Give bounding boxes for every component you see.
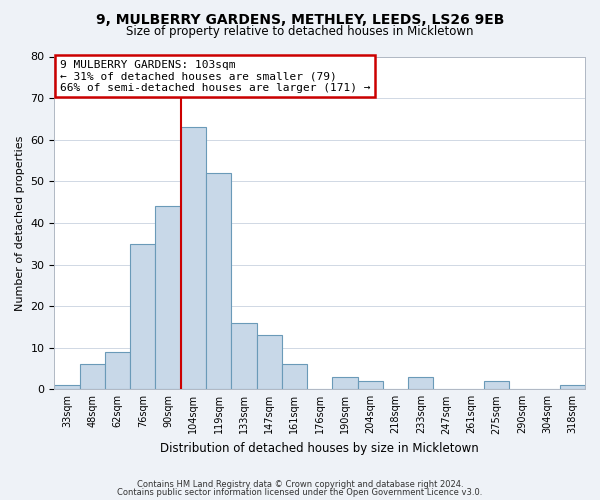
Bar [484,381,509,390]
Text: Size of property relative to detached houses in Mickletown: Size of property relative to detached ho… [126,25,474,38]
Text: 9 MULBERRY GARDENS: 103sqm
← 31% of detached houses are smaller (79)
66% of semi: 9 MULBERRY GARDENS: 103sqm ← 31% of deta… [60,60,370,93]
Text: Contains public sector information licensed under the Open Government Licence v3: Contains public sector information licen… [118,488,482,497]
Bar [80,364,105,390]
Bar [206,173,231,390]
Bar [130,244,155,390]
Text: Contains HM Land Registry data © Crown copyright and database right 2024.: Contains HM Land Registry data © Crown c… [137,480,463,489]
Bar [282,364,307,390]
Bar [231,323,257,390]
Y-axis label: Number of detached properties: Number of detached properties [15,136,25,310]
Bar [408,377,433,390]
Text: 9, MULBERRY GARDENS, METHLEY, LEEDS, LS26 9EB: 9, MULBERRY GARDENS, METHLEY, LEEDS, LS2… [96,12,504,26]
Bar [332,377,358,390]
X-axis label: Distribution of detached houses by size in Mickletown: Distribution of detached houses by size … [160,442,479,455]
Bar [55,386,80,390]
Bar [560,386,585,390]
Bar [181,128,206,390]
Bar [358,381,383,390]
Bar [155,206,181,390]
Bar [105,352,130,390]
Bar [257,336,282,390]
